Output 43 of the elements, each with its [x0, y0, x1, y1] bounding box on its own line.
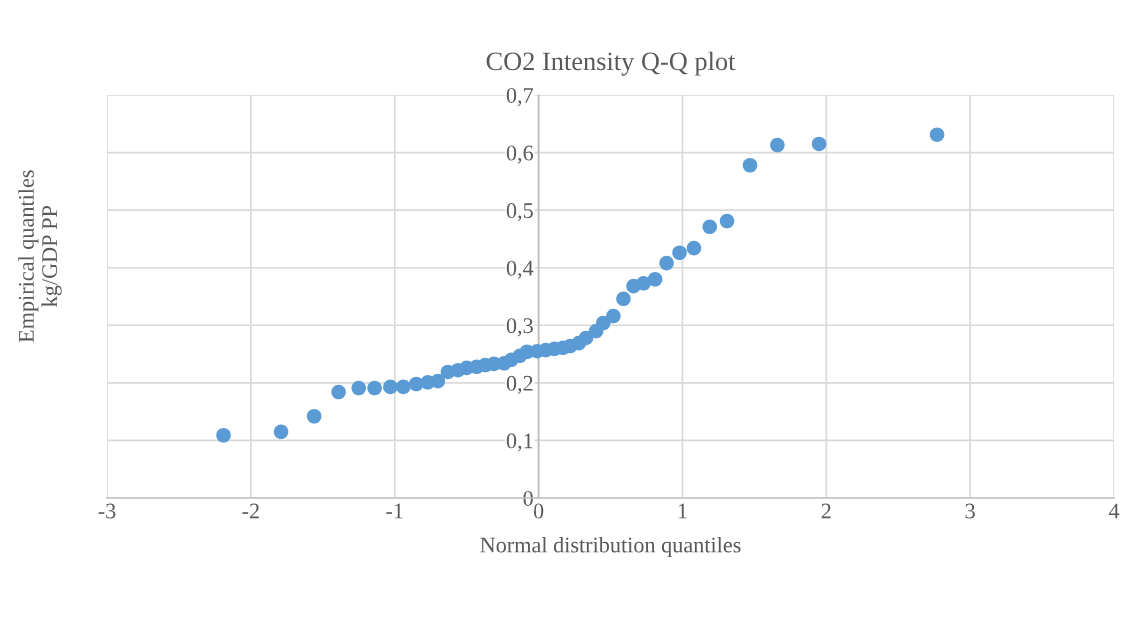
- y-tick-label: 0,6: [506, 145, 534, 164]
- y-tick-label: 0: [523, 490, 533, 506]
- x-axis-title: Normal distribution quantiles: [480, 536, 741, 558]
- x-tick-label: 2: [821, 503, 831, 519]
- point: [672, 245, 687, 261]
- point: [929, 127, 945, 143]
- x-tick-label: 1: [678, 503, 687, 519]
- point: [367, 380, 382, 396]
- point: [351, 380, 367, 396]
- point: [659, 255, 674, 271]
- point: [616, 291, 631, 307]
- y-tick-label: 0,1: [506, 433, 533, 452]
- x-tick-label: 4: [1108, 503, 1120, 519]
- x-tick-label: -3: [98, 503, 116, 519]
- point: [770, 137, 785, 153]
- point: [702, 219, 718, 235]
- point: [383, 379, 398, 395]
- x-tick-label: 3: [965, 503, 975, 519]
- x-tick-label: -1: [386, 503, 403, 519]
- point: [811, 136, 827, 152]
- point: [331, 384, 346, 400]
- x-tick-label: 0: [533, 503, 544, 519]
- point: [216, 427, 231, 443]
- point: [686, 240, 702, 256]
- point: [396, 379, 411, 395]
- point: [742, 157, 758, 173]
- point: [596, 315, 611, 331]
- y-axis-title: Empirical quantiles kg/GDP PP: [18, 170, 62, 343]
- y-tick-label: 0,5: [506, 203, 533, 222]
- point: [719, 213, 735, 229]
- point: [578, 330, 594, 346]
- point: [647, 271, 663, 287]
- y-tick-label: 0,7: [506, 87, 534, 107]
- point: [636, 275, 651, 291]
- y-tick-label: 0,2: [506, 375, 533, 394]
- x-tick-label: -2: [242, 503, 259, 519]
- point: [306, 408, 322, 424]
- point: [606, 308, 621, 324]
- chart-title: CO2 Intensity Q-Q plot: [486, 51, 736, 76]
- y-tick-label: 0,3: [506, 318, 533, 337]
- point: [273, 424, 289, 440]
- point: [430, 373, 446, 389]
- y-tick-label: 0,4: [506, 260, 534, 279]
